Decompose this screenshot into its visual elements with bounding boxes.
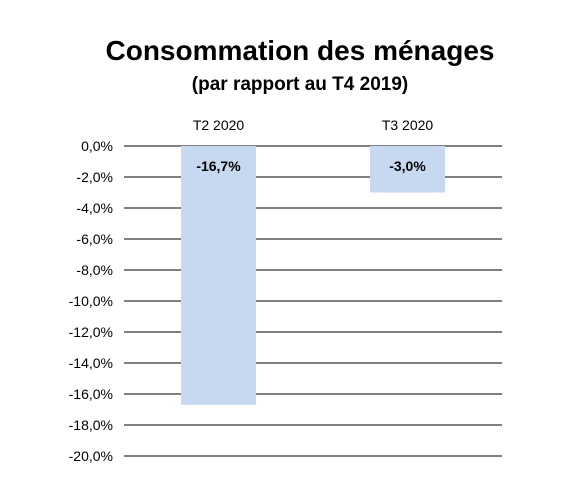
category-label: T2 2020: [193, 117, 245, 133]
y-axis-ticks: 0,0% -2,0% -4,0% -6,0% -8,0% -10,0% -12,0% -14,…: [69, 138, 113, 464]
y-tick-label: -14,0%: [69, 355, 113, 371]
y-tick-label: -8,0%: [76, 262, 113, 278]
data-labels: -16,7% -3,0%: [196, 158, 426, 174]
y-tick-label: -18,0%: [69, 417, 113, 433]
y-tick-label: -10,0%: [69, 293, 113, 309]
bars: [181, 146, 445, 405]
chart-subtitle: (par rapport au T4 2019): [191, 74, 409, 95]
bar: [181, 146, 256, 405]
data-label: -3,0%: [389, 158, 426, 174]
y-tick-label: -6,0%: [76, 231, 113, 247]
category-label: T3 2020: [382, 117, 434, 133]
category-labels: T2 2020 T3 2020: [193, 117, 434, 133]
y-tick-label: -2,0%: [76, 169, 113, 185]
y-tick-label: -20,0%: [69, 448, 113, 464]
bar: [370, 146, 445, 193]
y-tick-label: -12,0%: [69, 324, 113, 340]
data-label: -16,7%: [196, 158, 241, 174]
chart-title: Consommation des ménages: [105, 35, 495, 66]
y-tick-label: -16,0%: [69, 386, 113, 402]
y-tick-label: -4,0%: [76, 200, 113, 216]
y-tick-label: 0,0%: [81, 138, 113, 154]
gridlines: [124, 145, 502, 457]
